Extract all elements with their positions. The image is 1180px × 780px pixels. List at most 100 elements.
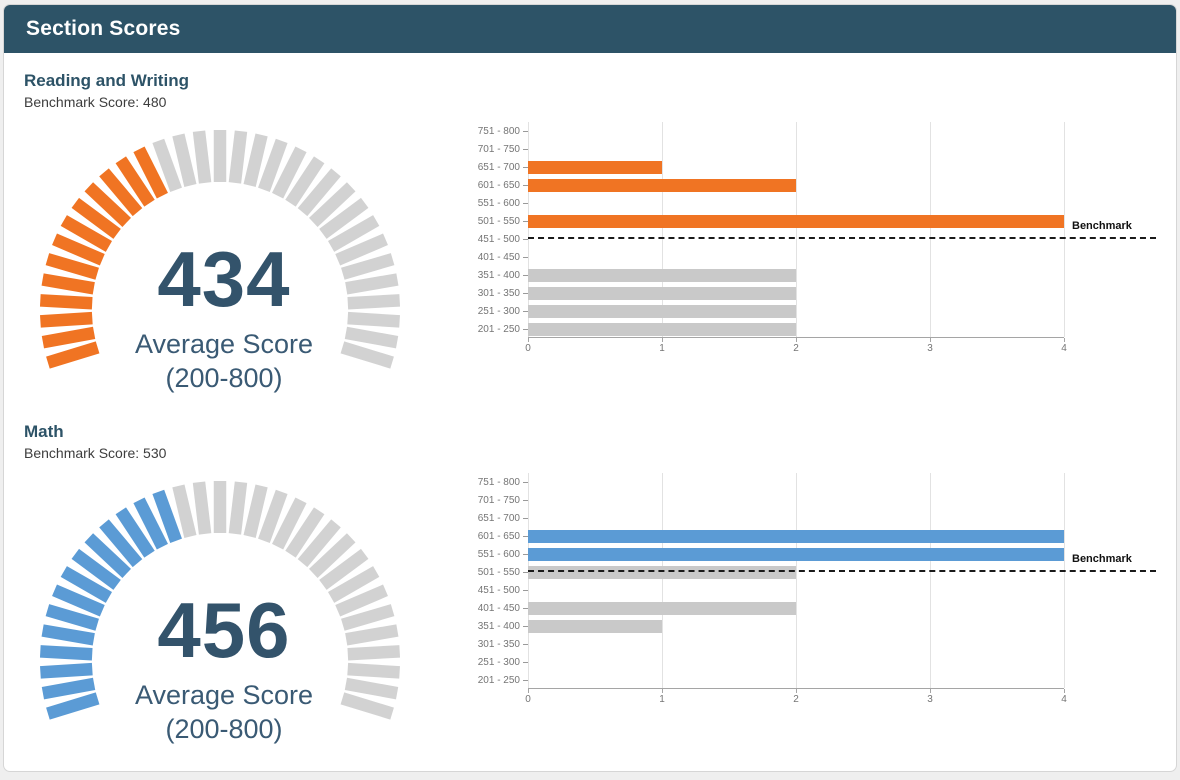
y-tick (523, 481, 528, 483)
chart-row (528, 509, 1064, 527)
y-axis-label: 701 - 750 (450, 491, 528, 509)
gauge-arc (39, 481, 401, 720)
x-tick (796, 689, 797, 693)
bar (528, 619, 662, 633)
section-title: Reading and Writing (24, 71, 189, 90)
gridline (796, 122, 797, 337)
bar (528, 160, 662, 174)
section-row: 434 Average Score (200-800) 751 - 800 701… (24, 118, 1156, 410)
average-score-gauge: 456 Average Score (200-800) (24, 469, 424, 761)
y-tick (523, 571, 528, 573)
y-axis-label: 751 - 800 (450, 473, 528, 491)
chart-row (528, 491, 1064, 509)
x-tick (930, 689, 931, 693)
x-tick (528, 689, 529, 693)
chart-row (528, 545, 1064, 563)
gridline (528, 473, 529, 688)
chart-row (528, 671, 1064, 689)
section-math: Math Benchmark Score: 530 456 Average Sc… (24, 422, 1156, 761)
average-score-gauge: 434 Average Score (200-800) (24, 118, 424, 410)
chart-row (528, 581, 1064, 599)
y-axis-label: 301 - 350 (450, 635, 528, 653)
chart-row (528, 617, 1064, 635)
chart-row (528, 158, 1064, 176)
bar (528, 286, 796, 300)
bar (528, 547, 1064, 561)
benchmark-line (528, 570, 1156, 573)
page-title: Section Scores (26, 17, 181, 40)
y-axis: 751 - 800 701 - 750 651 - 700 601 - 650 551 … (450, 473, 528, 689)
y-tick (523, 274, 528, 276)
x-tick (930, 338, 931, 342)
bar (528, 214, 1064, 228)
y-axis-label: 501 - 550 (450, 212, 528, 230)
section-title: Math (24, 422, 64, 441)
x-axis-label: 2 (793, 343, 799, 354)
gauge-arc (39, 130, 401, 369)
x-axis-label: 2 (793, 694, 799, 705)
bar (528, 304, 796, 318)
y-axis-label: 201 - 250 (450, 671, 528, 689)
chart-row (528, 266, 1064, 284)
chart-row (528, 320, 1064, 338)
y-axis-label: 201 - 250 (450, 320, 528, 338)
y-axis-label: 301 - 350 (450, 284, 528, 302)
y-tick (523, 328, 528, 330)
x-axis-label: 1 (659, 694, 665, 705)
x-axis-label: 0 (525, 343, 531, 354)
chart-row (528, 599, 1064, 617)
y-axis-label: 451 - 500 (450, 581, 528, 599)
gridline (528, 122, 529, 337)
x-tick (662, 338, 663, 342)
gridline (1064, 122, 1065, 337)
chart-row (528, 194, 1064, 212)
y-tick (523, 589, 528, 591)
x-axis: 0 1 2 3 4 (525, 689, 1067, 709)
y-axis-label: 401 - 450 (450, 248, 528, 266)
y-axis-label: 701 - 750 (450, 140, 528, 158)
benchmark-score-text: Benchmark Score: 530 (24, 445, 167, 461)
y-tick (523, 310, 528, 312)
gridline (930, 122, 931, 337)
bar (528, 178, 796, 192)
benchmark-label: Benchmark (1072, 220, 1132, 233)
x-axis-label: 4 (1061, 343, 1067, 354)
chart-row (528, 527, 1064, 545)
chart-row (528, 212, 1064, 230)
benchmark-label: Benchmark (1072, 553, 1132, 566)
x-axis-label: 3 (927, 343, 933, 354)
y-tick (523, 292, 528, 294)
y-tick (523, 130, 528, 132)
y-tick (523, 679, 528, 681)
y-axis-label: 251 - 300 (450, 302, 528, 320)
card-body: Reading and Writing Benchmark Score: 480… (4, 53, 1176, 771)
gridline (662, 473, 663, 688)
section-row: 456 Average Score (200-800) 751 - 800 701… (24, 469, 1156, 761)
plot-area: Benchmark (528, 122, 1156, 338)
bar (528, 268, 796, 282)
y-axis-label: 451 - 500 (450, 230, 528, 248)
y-tick (523, 148, 528, 150)
y-tick (523, 184, 528, 186)
y-axis-label: 551 - 600 (450, 194, 528, 212)
x-axis: 0 1 2 3 4 (525, 338, 1067, 358)
x-tick (1064, 689, 1065, 693)
y-axis-label: 251 - 300 (450, 653, 528, 671)
chart-row (528, 176, 1064, 194)
gridline (662, 122, 663, 337)
x-tick (796, 338, 797, 342)
gridline (1064, 473, 1065, 688)
y-axis-label: 601 - 650 (450, 176, 528, 194)
y-tick (523, 499, 528, 501)
chart-row (528, 473, 1064, 491)
x-axis-label: 0 (525, 694, 531, 705)
y-tick (523, 661, 528, 663)
benchmark-line (528, 237, 1156, 240)
y-tick (523, 238, 528, 240)
x-axis-label: 4 (1061, 694, 1067, 705)
chart-row (528, 302, 1064, 320)
y-tick (523, 256, 528, 258)
y-tick (523, 166, 528, 168)
gridline (796, 473, 797, 688)
y-axis-label: 651 - 700 (450, 509, 528, 527)
